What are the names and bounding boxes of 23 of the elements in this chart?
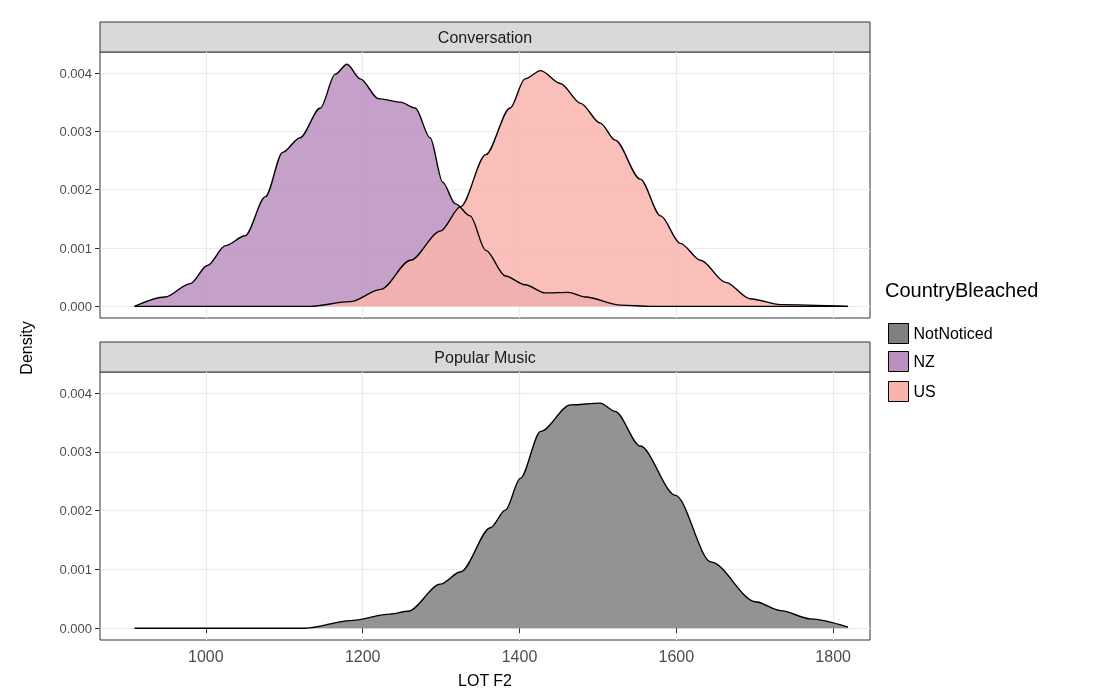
legend-label: NotNoticed bbox=[913, 325, 993, 342]
x-tick-label: 1000 bbox=[188, 647, 224, 665]
y-tick-label: 0.001 bbox=[59, 240, 92, 256]
x-tick-label: 1600 bbox=[658, 647, 695, 665]
y-tick-label: 0.002 bbox=[59, 503, 92, 519]
y-axis-title: Density bbox=[17, 321, 35, 375]
x-tick-label: 1400 bbox=[501, 647, 538, 665]
y-tick-label: 0.000 bbox=[59, 298, 92, 314]
y-tick-label: 0.000 bbox=[59, 620, 92, 636]
x-tick-label: 1800 bbox=[815, 647, 852, 665]
x-tick-label: 1200 bbox=[344, 647, 381, 665]
y-tick-label: 0.003 bbox=[59, 444, 92, 460]
y-tick-label: 0.001 bbox=[59, 561, 92, 577]
chart-title: Popular Music bbox=[434, 348, 536, 366]
legend-title: CountryBleached bbox=[885, 279, 1039, 301]
chart-title: Conversation bbox=[437, 28, 533, 46]
legend-label: US bbox=[913, 383, 936, 400]
y-tick-label: 0.003 bbox=[59, 123, 92, 139]
x-axis-title: LOT F2 bbox=[458, 671, 513, 689]
y-tick-label: 0.002 bbox=[59, 182, 92, 198]
legend-label: NZ bbox=[913, 353, 936, 370]
y-tick-label: 0.004 bbox=[59, 65, 92, 81]
y-tick-label: 0.004 bbox=[59, 385, 92, 401]
